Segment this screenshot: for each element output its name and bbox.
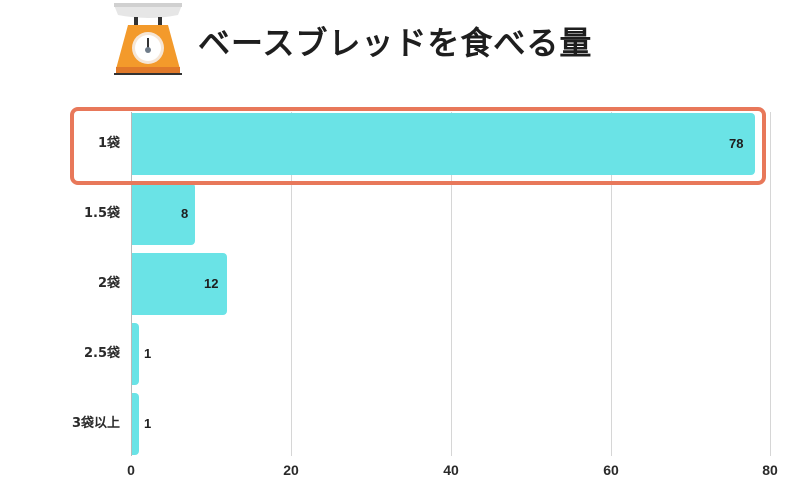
x-tick-20: 20	[283, 462, 299, 478]
plot-area: 78 8 12 1 1	[131, 112, 771, 456]
category-label-2-5-bags: 2.5袋	[83, 346, 120, 361]
x-tick-60: 60	[603, 462, 619, 478]
category-label-3-plus-bags: 3袋以上	[71, 416, 120, 431]
x-tick-40: 40	[443, 462, 459, 478]
y-axis-line	[131, 112, 132, 456]
gridline-20	[291, 112, 292, 456]
bar-3-plus-bags	[132, 393, 139, 455]
x-tick-80: 80	[762, 462, 778, 478]
gridline-80	[770, 112, 771, 456]
bar-value-2-5-bags: 1	[144, 346, 152, 361]
gridline-60	[611, 112, 612, 456]
bar-1-5-bags	[132, 183, 195, 245]
bar-2-5-bags	[132, 323, 139, 385]
gridline-40	[451, 112, 452, 456]
category-label-2-bags: 2袋	[97, 276, 120, 291]
bar-2-bags	[132, 253, 227, 315]
bar-value-3-plus-bags: 1	[144, 416, 152, 431]
x-tick-0: 0	[127, 462, 135, 478]
bar-value-1-bag: 78	[729, 136, 744, 151]
category-label-1-bag: 1袋	[97, 136, 120, 151]
kitchen-scale-icon	[108, 1, 188, 79]
highlight-box-1-bag	[70, 107, 766, 185]
bar-value-1-5-bags: 8	[181, 206, 189, 221]
chart-header	[108, 0, 188, 80]
category-label-1-5-bags: 1.5袋	[83, 206, 120, 221]
chart-title: ベースブレッドを食べる量	[198, 24, 593, 62]
bar-1-bag	[132, 113, 755, 175]
bar-value-2-bags: 12	[204, 276, 219, 291]
